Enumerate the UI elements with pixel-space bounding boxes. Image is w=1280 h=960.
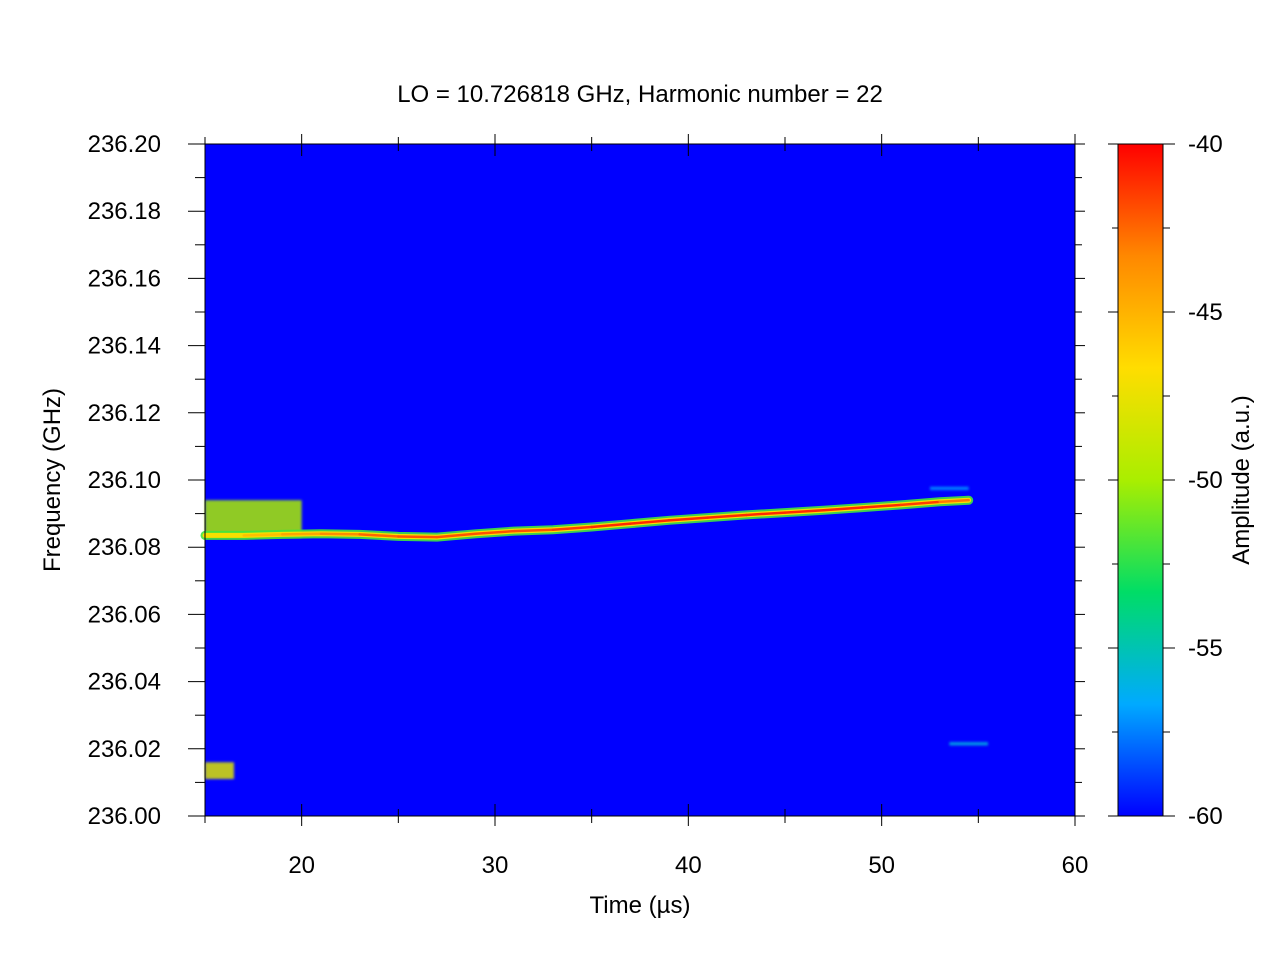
y-tick-label: 236.06 (88, 601, 161, 628)
ridge-segment (938, 498, 970, 504)
colorbar-tick-label: -40 (1188, 131, 1223, 158)
plot-area (200, 143, 1076, 817)
y-tick-label: 236.18 (88, 198, 161, 225)
y-axis: 236.00 236.02 236.04 236.06 236.08 236.10 236.… (88, 131, 1085, 830)
heatmap-feature-2 (949, 742, 988, 746)
x-axis: 20 30 40 50 60 (204, 134, 1089, 879)
ridge-segment (706, 513, 748, 519)
ridge-segment (358, 533, 400, 538)
ridge-segment (242, 533, 284, 537)
ridge-segment (861, 503, 903, 509)
ridge-segment (899, 500, 941, 507)
ridge-segment (745, 511, 787, 517)
y-tick-label: 236.04 (88, 669, 161, 696)
y-tick-label: 236.08 (88, 534, 161, 561)
ridge-segment (629, 519, 671, 525)
y-tick-label: 236.00 (88, 803, 161, 830)
y-tick-label: 236.12 (88, 400, 161, 427)
heatmap-feature-1 (205, 762, 234, 780)
y-tick-label: 236.14 (88, 333, 161, 360)
ridge-segment (281, 532, 323, 536)
colorbar-label: Amplitude (a.u.) (1228, 395, 1255, 564)
colorbar: -60 -55 -50 -45 -40 (1108, 131, 1223, 830)
colorbar-axis: -60 -55 -50 -45 -40 (1108, 131, 1223, 830)
ridge-segment (822, 506, 864, 512)
colorbar-tick-label: -55 (1188, 635, 1223, 662)
y-tick-label: 236.16 (88, 265, 161, 292)
x-tick-label: 30 (482, 852, 509, 879)
ridge-segment (667, 516, 709, 522)
x-tick-label: 20 (288, 852, 315, 879)
colorbar-tick-label: -45 (1188, 299, 1223, 326)
x-axis-label: Time (µs) (590, 892, 691, 919)
x-tick-label: 50 (868, 852, 895, 879)
colorbar-frame (1117, 143, 1164, 817)
ridge-segment (590, 522, 632, 529)
y-axis-label: Frequency (GHz) (39, 388, 66, 572)
ridge-segment (319, 532, 361, 536)
y-tick-label: 236.02 (88, 736, 161, 763)
heatmap-feature-3 (930, 486, 969, 491)
x-tick-label: 40 (675, 852, 702, 879)
x-tick-label: 60 (1062, 852, 1089, 879)
heatmap-background (205, 144, 1075, 816)
colorbar-tick-label: -50 (1188, 467, 1223, 494)
ridge-segment (783, 508, 825, 514)
ridge-segment (397, 535, 439, 539)
ridge-segment (513, 528, 555, 533)
y-tick-label: 236.10 (88, 467, 161, 494)
colorbar-gradient (1118, 144, 1163, 816)
signal-ridge (200, 495, 974, 542)
ridge-segment (474, 529, 516, 536)
ridge-segment (435, 532, 477, 539)
ridge-segment (551, 525, 593, 531)
y-tick-label: 236.20 (88, 131, 161, 158)
chart-title: LO = 10.726818 GHz, Harmonic number = 22 (397, 81, 883, 108)
colorbar-tick-label: -60 (1188, 803, 1223, 830)
